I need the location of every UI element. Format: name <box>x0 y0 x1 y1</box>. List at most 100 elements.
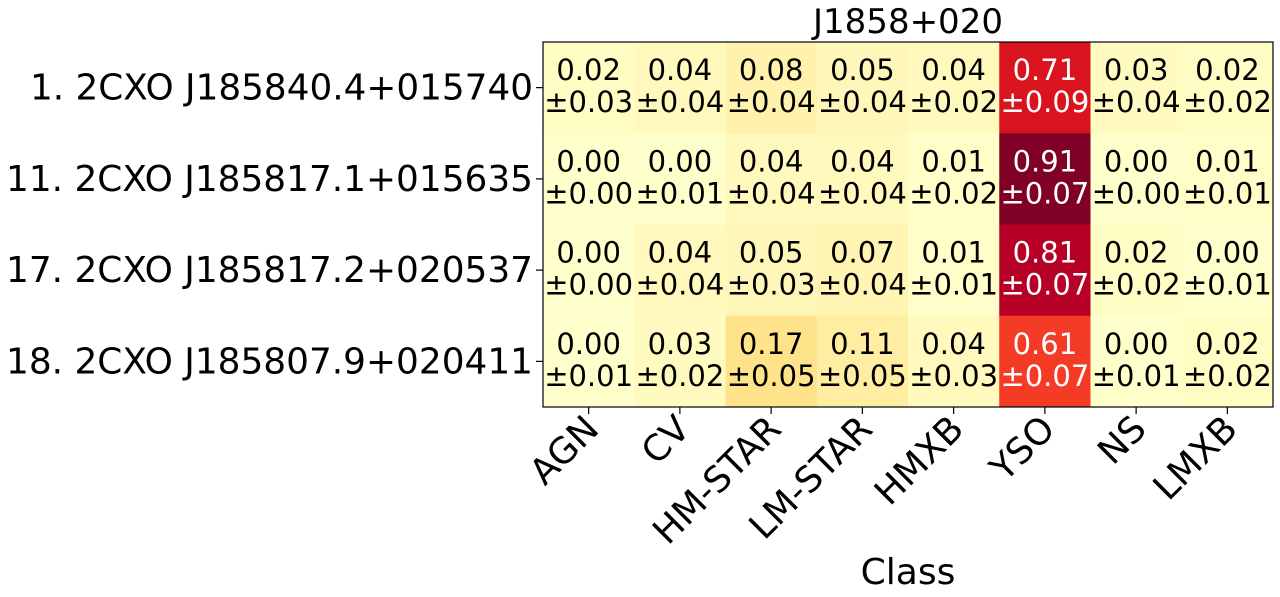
cell-error-label: ±0.07 <box>1000 359 1089 393</box>
column-tick-label: NS <box>1090 408 1154 472</box>
cell-error-label: ±0.01 <box>544 359 633 393</box>
heatmap-cell <box>999 133 1091 225</box>
cell-error-label: ±0.04 <box>818 176 907 210</box>
cell-error-label: ±0.04 <box>818 268 907 302</box>
heatmap-cell <box>725 315 818 408</box>
cell-value-label: 0.02 <box>1195 53 1260 87</box>
cell-error-label: ±0.07 <box>1000 268 1089 302</box>
cell-error-label: ±0.02 <box>635 359 724 393</box>
cell-error-label: ±0.01 <box>1183 176 1272 210</box>
cell-error-label: ±0.04 <box>1092 85 1181 119</box>
cell-value-label: 0.01 <box>921 144 986 178</box>
cell-error-label: ±0.02 <box>909 176 998 210</box>
cell-value-label: 0.03 <box>648 327 713 361</box>
cell-value-label: 0.02 <box>1195 327 1260 361</box>
cell-error-label: ±0.01 <box>1092 359 1181 393</box>
heatmap-cell <box>908 315 1000 408</box>
cell-value-label: 0.08 <box>739 53 804 87</box>
cell-value-label: 0.04 <box>921 53 986 87</box>
cell-error-label: ±0.03 <box>909 359 998 393</box>
cell-value-label: 0.00 <box>556 236 621 270</box>
cell-error-label: ±0.00 <box>544 176 633 210</box>
cell-error-label: ±0.00 <box>544 268 633 302</box>
cell-error-label: ±0.00 <box>1092 176 1181 210</box>
cell-error-label: ±0.01 <box>635 176 724 210</box>
heatmap-cell <box>816 42 909 134</box>
column-tick-label: LMXB <box>1146 408 1246 508</box>
column-tick-label: YSO <box>982 408 1063 489</box>
cell-value-label: 0.05 <box>739 236 804 270</box>
heatmap-cell <box>1090 224 1183 317</box>
chart-title: J1858+020 <box>811 2 1003 42</box>
cell-error-label: ±0.01 <box>909 268 998 302</box>
cell-value-label: 0.00 <box>1104 327 1169 361</box>
cell-error-label: ±0.02 <box>1183 359 1272 393</box>
column-tick-label: CV <box>634 408 698 472</box>
cell-value-label: 0.71 <box>1013 53 1078 87</box>
cell-value-label: 0.01 <box>1195 144 1260 178</box>
heatmap-cell <box>999 42 1091 134</box>
heatmap-cell <box>999 224 1091 317</box>
heatmap-cell <box>725 42 818 134</box>
heatmap-cell <box>816 224 909 317</box>
heatmap-cell <box>1090 315 1183 408</box>
cell-value-label: 0.04 <box>739 144 804 178</box>
cell-value-label: 0.05 <box>830 53 895 87</box>
heatmap-cell <box>1090 42 1183 134</box>
plot-frame <box>542 41 1274 408</box>
row-tick-label: 11. 2CXO J185817.1+015635 <box>6 159 533 200</box>
cell-error-label: ±0.03 <box>727 268 816 302</box>
heatmap-cell <box>1181 224 1274 317</box>
row-tick-labels: 1. 2CXO J185840.4+015740 11. 2CXO J185817… <box>6 68 543 382</box>
cell-value-label: 0.02 <box>556 53 621 87</box>
heatmap-cell <box>1181 133 1274 225</box>
heatmap-cell <box>1181 315 1274 408</box>
cell-error-label: ±0.04 <box>635 268 724 302</box>
row-tick-label: 17. 2CXO J185817.2+020537 <box>6 250 533 291</box>
cell-value-label: 0.00 <box>648 144 713 178</box>
cell-value-label: 0.04 <box>648 53 713 87</box>
cell-error-label: ±0.04 <box>727 176 816 210</box>
column-tick-label: HMXB <box>867 408 972 513</box>
heatmap-cells: 0.02±0.030.04±0.040.08±0.040.05±0.040.04… <box>543 42 1274 408</box>
heatmap-cell <box>543 133 635 225</box>
cell-value-label: 0.02 <box>1104 236 1169 270</box>
cell-error-label: ±0.05 <box>818 359 907 393</box>
cell-value-label: 0.04 <box>648 236 713 270</box>
cell-value-label: 0.01 <box>921 236 986 270</box>
cell-error-label: ±0.05 <box>727 359 816 393</box>
cell-value-label: 0.91 <box>1013 144 1078 178</box>
heatmap-cell <box>1090 133 1183 225</box>
heatmap-cell <box>634 315 726 408</box>
cell-value-label: 0.00 <box>556 144 621 178</box>
row-tick-label: 18. 2CXO J185807.9+020411 <box>6 341 533 382</box>
row-tick-label: 1. 2CXO J185840.4+015740 <box>30 68 533 109</box>
cell-value-label: 0.81 <box>1013 236 1078 270</box>
cell-error-label: ±0.02 <box>1092 268 1181 302</box>
cell-value-label: 0.03 <box>1104 53 1169 87</box>
cell-value-label: 0.07 <box>830 236 895 270</box>
cell-error-label: ±0.03 <box>544 85 633 119</box>
cell-error-label: ±0.04 <box>635 85 724 119</box>
heatmap-cell <box>999 315 1091 408</box>
cell-value-label: 0.00 <box>1195 236 1260 270</box>
column-tick-label: AGN <box>522 408 607 493</box>
cell-error-label: ±0.02 <box>909 85 998 119</box>
heatmap-cell <box>543 224 635 317</box>
heatmap-cell <box>908 224 1000 317</box>
heatmap-cell <box>908 133 1000 225</box>
cell-value-label: 0.00 <box>1104 144 1169 178</box>
cell-value-label: 0.17 <box>739 327 804 361</box>
heatmap-cell <box>543 42 635 134</box>
heatmap-cell <box>634 133 726 225</box>
cell-value-label: 0.00 <box>556 327 621 361</box>
heatmap-cell <box>816 133 909 225</box>
cell-error-label: ±0.07 <box>1000 176 1089 210</box>
heatmap-cell <box>908 42 1000 134</box>
cell-error-label: ±0.04 <box>818 85 907 119</box>
cell-value-label: 0.04 <box>921 327 986 361</box>
heatmap-cell <box>725 133 818 225</box>
cell-value-label: 0.11 <box>830 327 895 361</box>
